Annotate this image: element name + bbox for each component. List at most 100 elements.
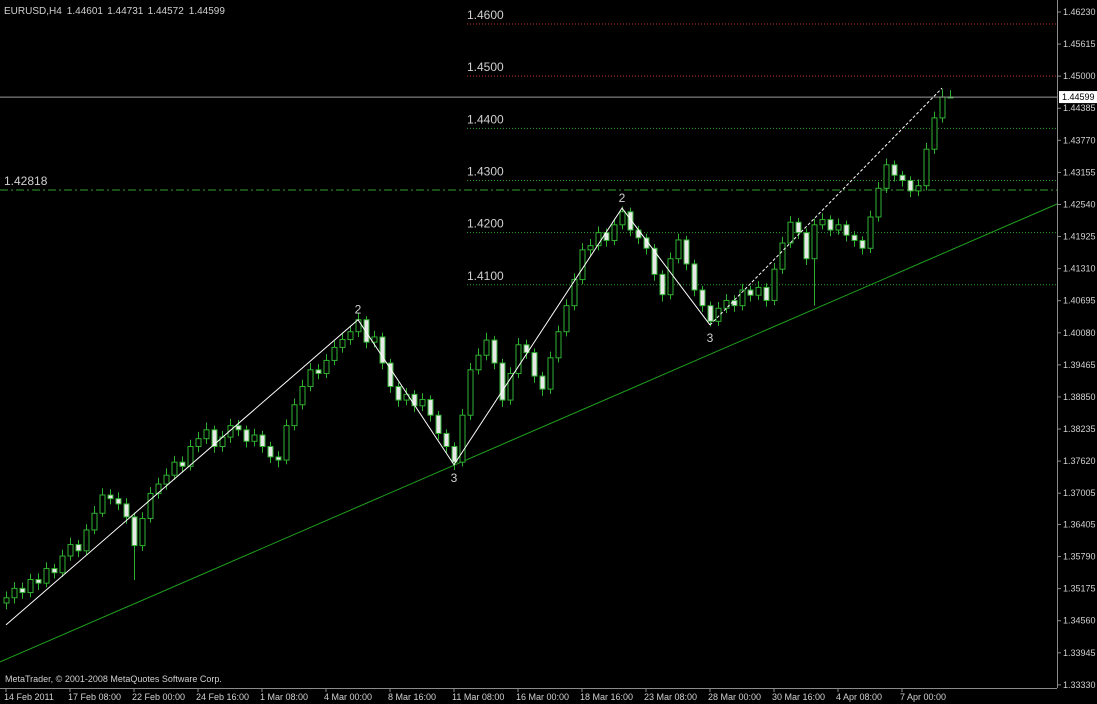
candle-body — [51, 568, 58, 574]
candle-body — [179, 461, 186, 467]
candle-body — [163, 474, 170, 485]
candle-body — [131, 516, 138, 547]
x-tick-label: 8 Mar 16:00 — [388, 692, 436, 702]
candle-body — [67, 544, 74, 557]
y-tick-label: 1.33330 — [1063, 680, 1096, 690]
y-tick-label: 1.40695 — [1063, 296, 1096, 306]
candle-body — [19, 587, 26, 594]
candle-body — [459, 414, 466, 463]
candle-body — [827, 219, 834, 231]
wave-label: 2 — [355, 303, 362, 317]
wave-label: 3 — [451, 471, 458, 485]
symbol: EURUSD,H4 — [4, 6, 62, 17]
y-tick-label: 1.44385 — [1063, 103, 1096, 113]
y-tick-label: 1.38235 — [1063, 424, 1096, 434]
candle-body — [259, 434, 266, 447]
candle-body — [203, 429, 210, 440]
candle-body — [779, 242, 786, 270]
last-open: 1.44601 — [67, 6, 104, 17]
candle-body — [635, 229, 642, 239]
candle-body — [843, 224, 850, 236]
candle-body — [483, 339, 490, 356]
candle-body — [491, 339, 498, 364]
candle-body — [275, 456, 282, 461]
candle-body — [227, 425, 234, 438]
y-tick-label: 1.33945 — [1063, 648, 1096, 658]
y-tick-label: 1.37005 — [1063, 488, 1096, 498]
candle-body — [523, 344, 530, 354]
candle-body — [443, 432, 450, 447]
candle-body — [363, 319, 370, 343]
candle-body — [723, 299, 730, 309]
candle-body — [795, 221, 802, 234]
candle-body — [571, 279, 578, 307]
wave-line — [5, 207, 711, 626]
candle-body — [587, 245, 594, 251]
x-tick-label: 16 Mar 00:00 — [516, 692, 569, 702]
price-label: 1.44599 — [1062, 92, 1095, 102]
candle-body — [147, 492, 154, 519]
candle-body — [379, 336, 386, 364]
x-tick-label: 7 Apr 00:00 — [900, 692, 946, 702]
level-label: 1.4100 — [467, 269, 504, 283]
candle-body — [155, 483, 162, 494]
candle-body — [699, 289, 706, 307]
candle-body — [675, 239, 682, 260]
candle-body — [411, 393, 418, 407]
candle-body — [331, 346, 338, 361]
candle-body — [755, 286, 762, 296]
x-tick-label: 17 Feb 08:00 — [68, 692, 121, 702]
candle-body — [139, 517, 146, 547]
candle-body — [243, 429, 250, 442]
candle-body — [387, 362, 394, 388]
candle-body — [787, 221, 794, 244]
candle-body — [451, 445, 458, 463]
candle-body — [859, 239, 866, 249]
y-tick-label: 1.35175 — [1063, 584, 1096, 594]
candle-body — [875, 187, 882, 218]
candle-body — [3, 597, 10, 604]
level-label: 1.4600 — [467, 8, 504, 22]
candle-body — [499, 362, 506, 401]
candle-body — [91, 512, 98, 531]
candle-body — [627, 211, 634, 231]
y-tick-label: 1.43155 — [1063, 167, 1096, 177]
x-tick-label: 30 Mar 16:00 — [772, 692, 825, 702]
candle-body — [11, 587, 18, 599]
y-tick-label: 1.45615 — [1063, 39, 1096, 49]
candle-body — [547, 357, 554, 390]
candle-body — [579, 249, 586, 281]
x-tick-label: 1 Mar 08:00 — [260, 692, 308, 702]
candle-body — [851, 234, 858, 241]
candle-body — [195, 438, 202, 447]
candle-body — [355, 319, 362, 333]
candle-body — [667, 258, 674, 296]
y-tick-label: 1.41925 — [1063, 232, 1096, 242]
candle-body — [643, 237, 650, 249]
candle-body — [27, 579, 34, 594]
candle-body — [75, 544, 82, 552]
candle-body — [907, 179, 914, 192]
x-tick-label: 18 Mar 16:00 — [580, 692, 633, 702]
candle-body — [339, 339, 346, 348]
candle-body — [251, 434, 258, 442]
candle-body — [899, 174, 906, 181]
candle-body — [315, 369, 322, 374]
candle-body — [187, 445, 194, 467]
candle-body — [811, 224, 818, 260]
candle-body — [619, 211, 626, 226]
x-tick-label: 4 Mar 00:00 — [324, 692, 372, 702]
candle-body — [611, 224, 618, 241]
y-tick-label: 1.46230 — [1063, 7, 1096, 17]
candle-body — [803, 232, 810, 260]
candle-body — [235, 425, 242, 431]
x-tick-label: 24 Feb 16:00 — [196, 692, 249, 702]
candle-body — [939, 96, 946, 119]
y-tick-label: 1.39465 — [1063, 360, 1096, 370]
x-tick-label: 4 Apr 08:00 — [836, 692, 882, 702]
candle-body — [83, 529, 90, 552]
candle-body — [115, 498, 122, 505]
wave-label: 3 — [707, 331, 714, 345]
last-low: 1.44572 — [148, 6, 185, 17]
